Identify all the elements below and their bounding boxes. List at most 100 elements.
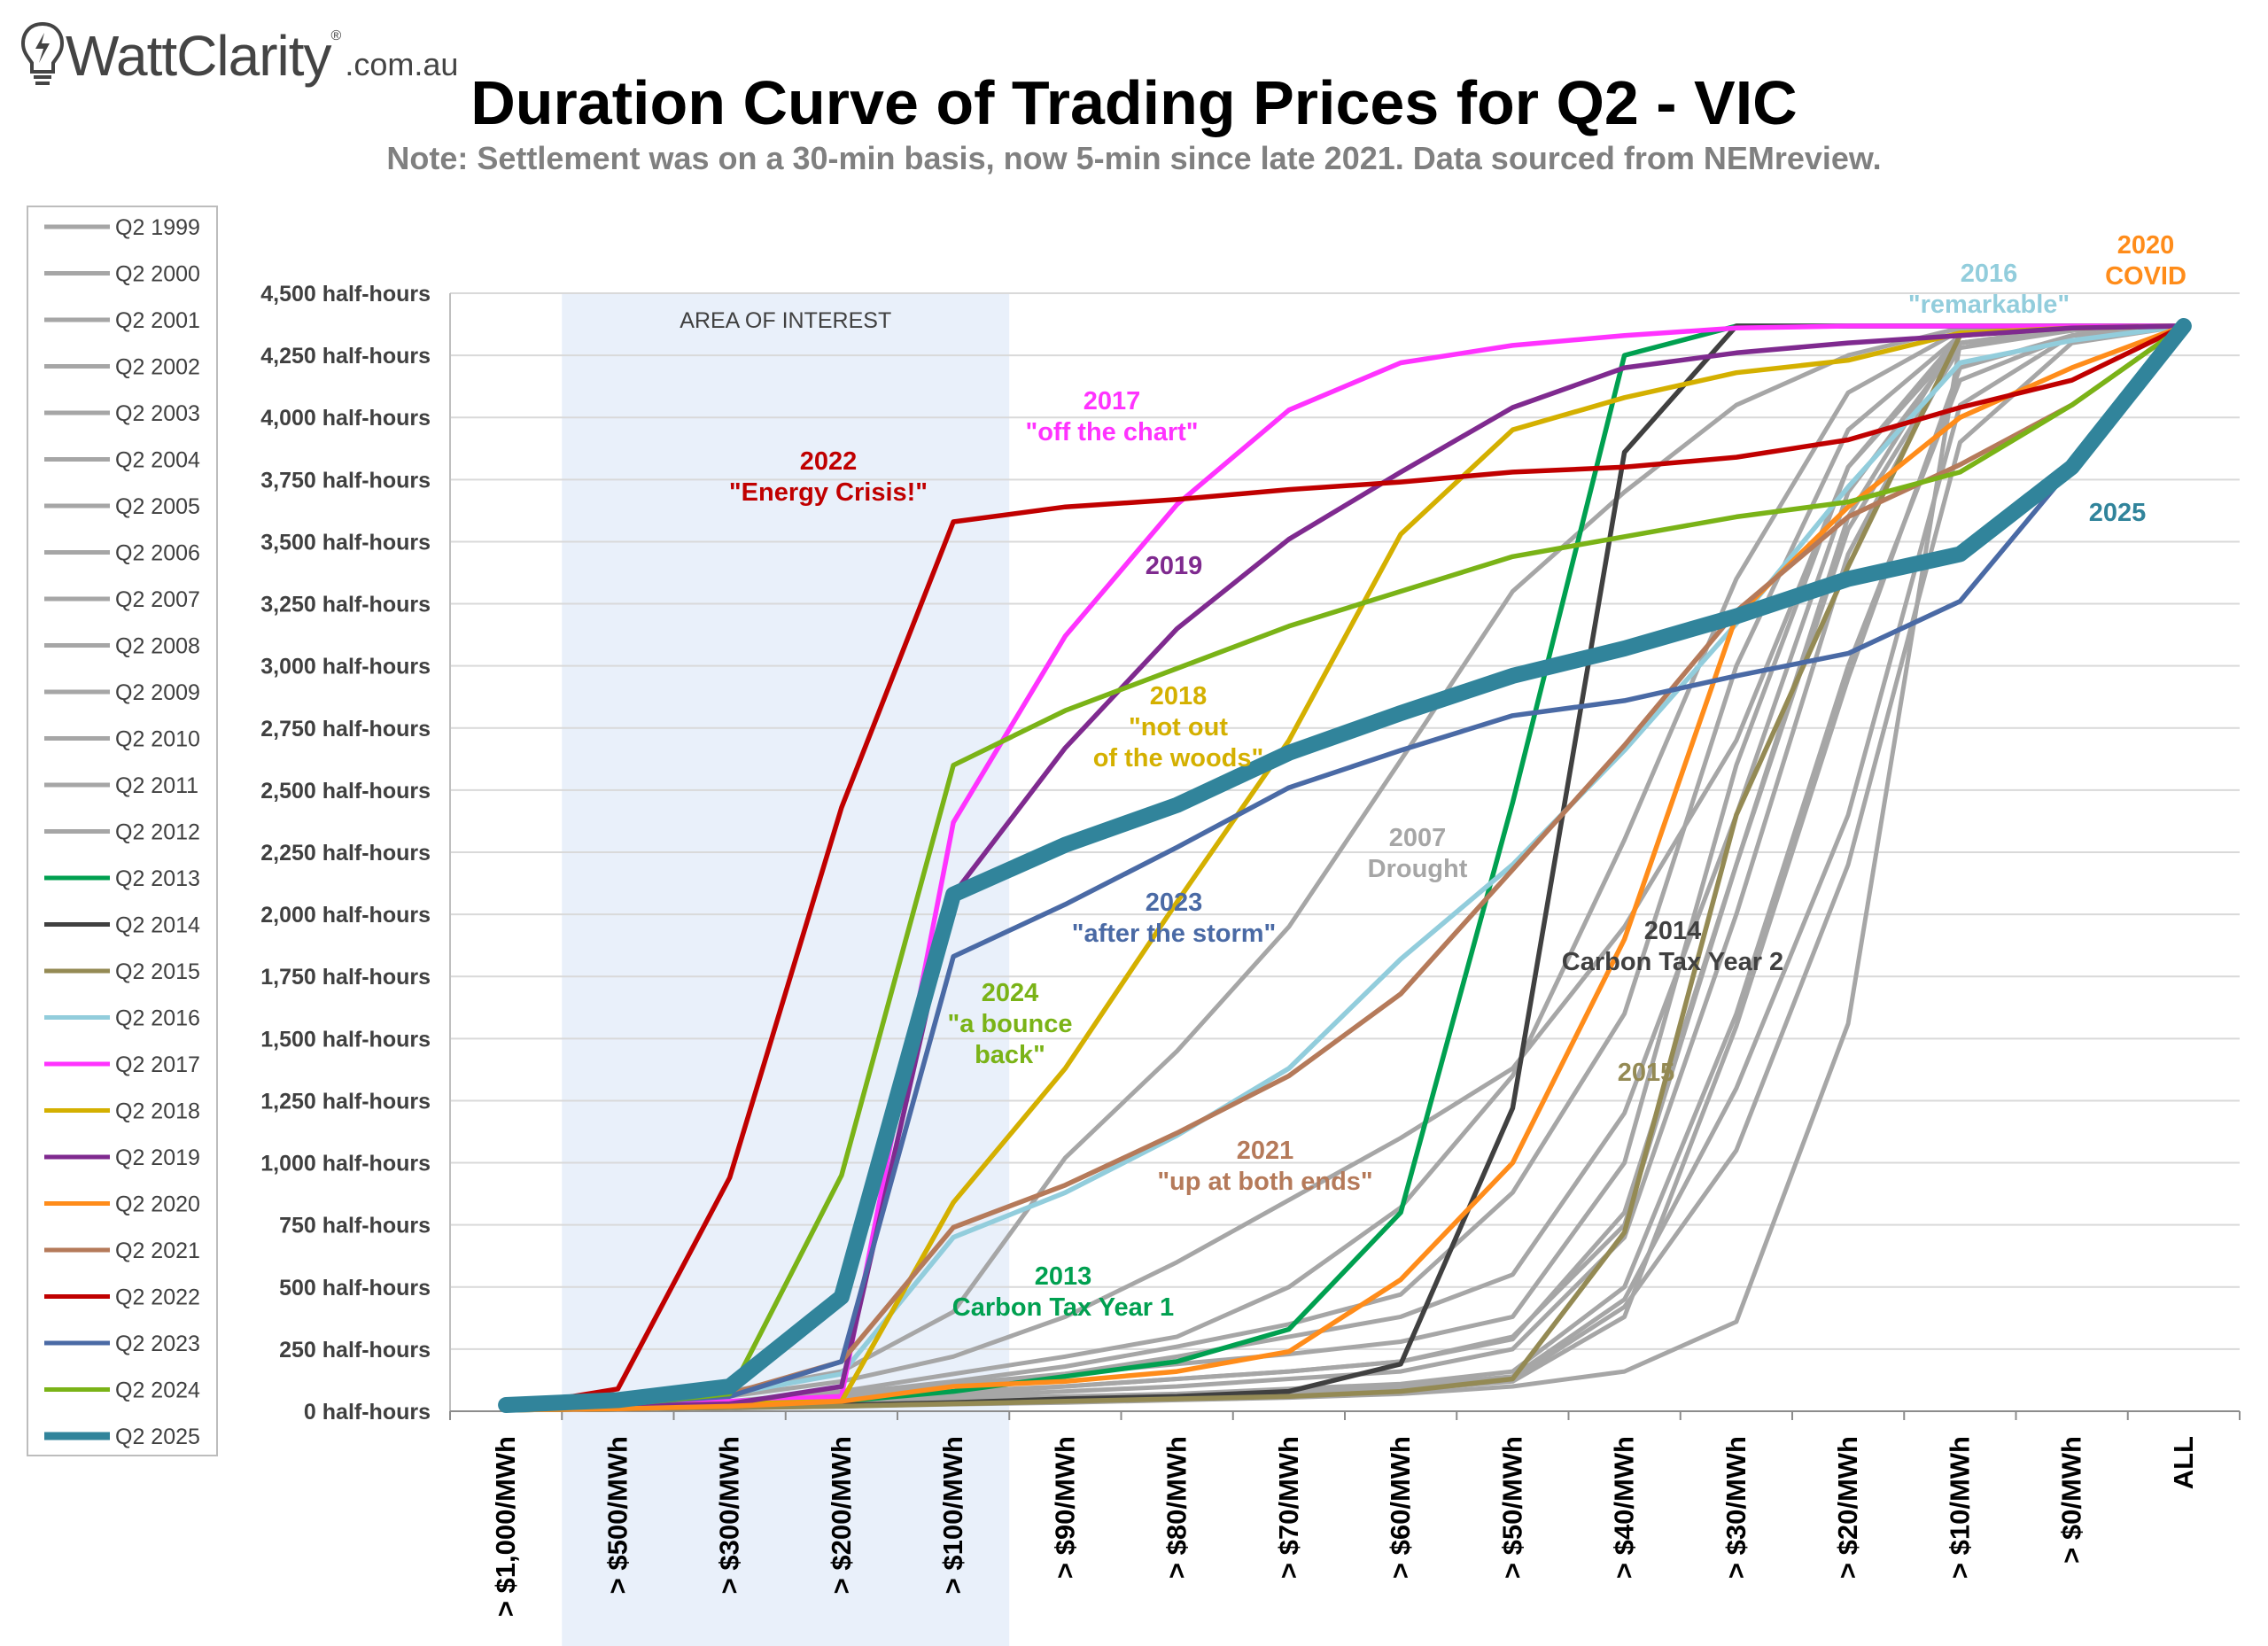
y-tick-label: 2,000 half-hours	[260, 903, 431, 928]
y-tick-label: 500 half-hours	[279, 1276, 431, 1300]
x-tick-label: > $10/MWh	[1944, 1436, 1975, 1579]
legend-label: Q2 2005	[115, 494, 200, 519]
legend-label: Q2 2010	[115, 727, 200, 752]
series-line-q2-2015	[503, 323, 2186, 1413]
legend-label: Q2 2007	[115, 587, 200, 612]
annotation-label: 2025	[2089, 499, 2147, 527]
x-tick-label: > $100/MWh	[937, 1436, 968, 1594]
series-line-q2-2017	[503, 323, 2186, 1410]
x-tick-label: > $30/MWh	[1720, 1436, 1751, 1579]
legend-label: Q2 2017	[115, 1052, 200, 1077]
y-tick-label: 3,750 half-hours	[260, 468, 431, 493]
x-tick-label: > $60/MWh	[1385, 1436, 1416, 1579]
legend-label: Q2 2013	[115, 866, 200, 891]
legend-label: Q2 2022	[115, 1285, 200, 1310]
annotation-label: 2018	[1150, 682, 1208, 710]
y-tick-label: 1,000 half-hours	[260, 1152, 431, 1176]
legend-label: Q2 2025	[115, 1425, 200, 1449]
legend-label: Q2 2006	[115, 541, 200, 566]
annotation-label: 2007	[1389, 824, 1447, 852]
x-tick-label: > $300/MWh	[714, 1436, 745, 1594]
legend-label: Q2 2014	[115, 913, 200, 938]
x-tick-label: > $50/MWh	[1496, 1436, 1527, 1579]
series-line-q2-2019	[503, 323, 2186, 1410]
annotation-label: "after the storm"	[1072, 920, 1277, 948]
legend-label: Q2 2020	[115, 1192, 200, 1217]
legend-label: Q2 2001	[115, 308, 200, 333]
y-tick-label: 1,250 half-hours	[260, 1089, 431, 1114]
annotation-label: 2020	[2117, 231, 2175, 260]
x-tick-label: > $200/MWh	[826, 1436, 857, 1594]
x-tick-label: > $500/MWh	[602, 1436, 633, 1594]
annotation-label: Carbon Tax Year 1	[952, 1293, 1174, 1322]
series-line-q2-2020	[503, 323, 2186, 1413]
series-line-q2-2008	[503, 323, 2186, 1411]
annotation-label: 2015	[1618, 1059, 1675, 1087]
y-tick-label: 4,000 half-hours	[260, 406, 431, 431]
y-tick-label: 1,500 half-hours	[260, 1027, 431, 1052]
annotation-label: "remarkable"	[1908, 291, 2070, 319]
annotation-label: 2013	[1035, 1262, 1092, 1291]
annotation-label: 2017	[1084, 387, 1141, 415]
y-tick-label: 3,000 half-hours	[260, 655, 431, 679]
legend-label: Q2 2011	[115, 773, 198, 798]
x-tick-label: > $1,000/MWh	[490, 1436, 521, 1617]
y-tick-label: 3,250 half-hours	[260, 593, 431, 617]
annotation-label: 2022	[800, 447, 858, 476]
y-tick-label: 250 half-hours	[279, 1338, 431, 1363]
legend-label: Q2 2004	[115, 448, 200, 473]
legend-label: Q2 2024	[115, 1378, 200, 1403]
x-tick-label: > $40/MWh	[1609, 1436, 1640, 1579]
annotation-label: 2021	[1237, 1137, 1294, 1165]
y-tick-label: 1,750 half-hours	[260, 965, 431, 990]
y-tick-label: 4,500 half-hours	[260, 282, 431, 307]
annotation-label: 2024	[982, 979, 1039, 1007]
y-tick-label: 2,250 half-hours	[260, 841, 431, 866]
legend-label: Q2 2012	[115, 820, 200, 845]
legend-label: Q2 2023	[115, 1332, 200, 1356]
legend-label: Q2 2019	[115, 1145, 200, 1170]
logo-registered-mark: ®	[330, 28, 342, 43]
y-tick-label: 3,500 half-hours	[260, 530, 431, 555]
y-tick-label: 4,250 half-hours	[260, 344, 431, 369]
area-of-interest-label: AREA OF INTEREST	[680, 308, 891, 333]
annotation-label: "off the chart"	[1025, 418, 1198, 446]
x-tick-label: > $80/MWh	[1161, 1436, 1192, 1579]
annotation-label: 2019	[1146, 552, 1203, 580]
x-tick-label: > $90/MWh	[1049, 1436, 1080, 1579]
annotation-label: of the woods"	[1093, 744, 1264, 773]
annotation-label: back"	[975, 1041, 1045, 1069]
legend-label: Q2 2015	[115, 959, 200, 984]
x-tick-label: > $0/MWh	[2056, 1436, 2087, 1564]
annotation-label: "a bounce	[947, 1010, 1072, 1038]
logo-domain: .com.au	[345, 46, 459, 82]
legend-label: Q2 2003	[115, 401, 200, 426]
y-tick-label: 750 half-hours	[279, 1214, 431, 1238]
annotation-label: 2016	[1961, 260, 2018, 288]
y-tick-label: 2,500 half-hours	[260, 779, 431, 804]
annotation-label: "not out	[1129, 713, 1228, 741]
annotation-label: "Energy Crisis!"	[729, 478, 928, 507]
x-tick-label: ALL	[2168, 1436, 2199, 1489]
annotation-label: Drought	[1368, 855, 1468, 883]
legend-label: Q2 2016	[115, 1006, 200, 1031]
legend-label: Q2 2002	[115, 355, 200, 380]
series-line-q2-2023	[503, 323, 2186, 1410]
annotation-label: COVID	[2105, 262, 2186, 291]
legend-label: Q2 2008	[115, 634, 200, 659]
annotation-label: 2023	[1146, 889, 1203, 917]
lightbulb-icon	[20, 21, 65, 85]
legend-label: Q2 2021	[115, 1238, 200, 1263]
x-tick-label: > $70/MWh	[1273, 1436, 1304, 1579]
logo-brand: WattClarity	[66, 24, 332, 88]
x-tick-label: > $20/MWh	[1832, 1436, 1863, 1579]
legend-label: Q2 2009	[115, 680, 200, 705]
legend-label: Q2 1999	[115, 215, 200, 240]
series-line-q2-2025	[498, 318, 2192, 1413]
annotation-label: "up at both ends"	[1157, 1168, 1372, 1196]
y-tick-label: 0 half-hours	[304, 1400, 431, 1425]
legend-label: Q2 2000	[115, 262, 200, 287]
annotation-label: 2014	[1644, 917, 1702, 945]
chart-subtitle: Note: Settlement was on a 30-min basis, …	[386, 140, 1882, 176]
